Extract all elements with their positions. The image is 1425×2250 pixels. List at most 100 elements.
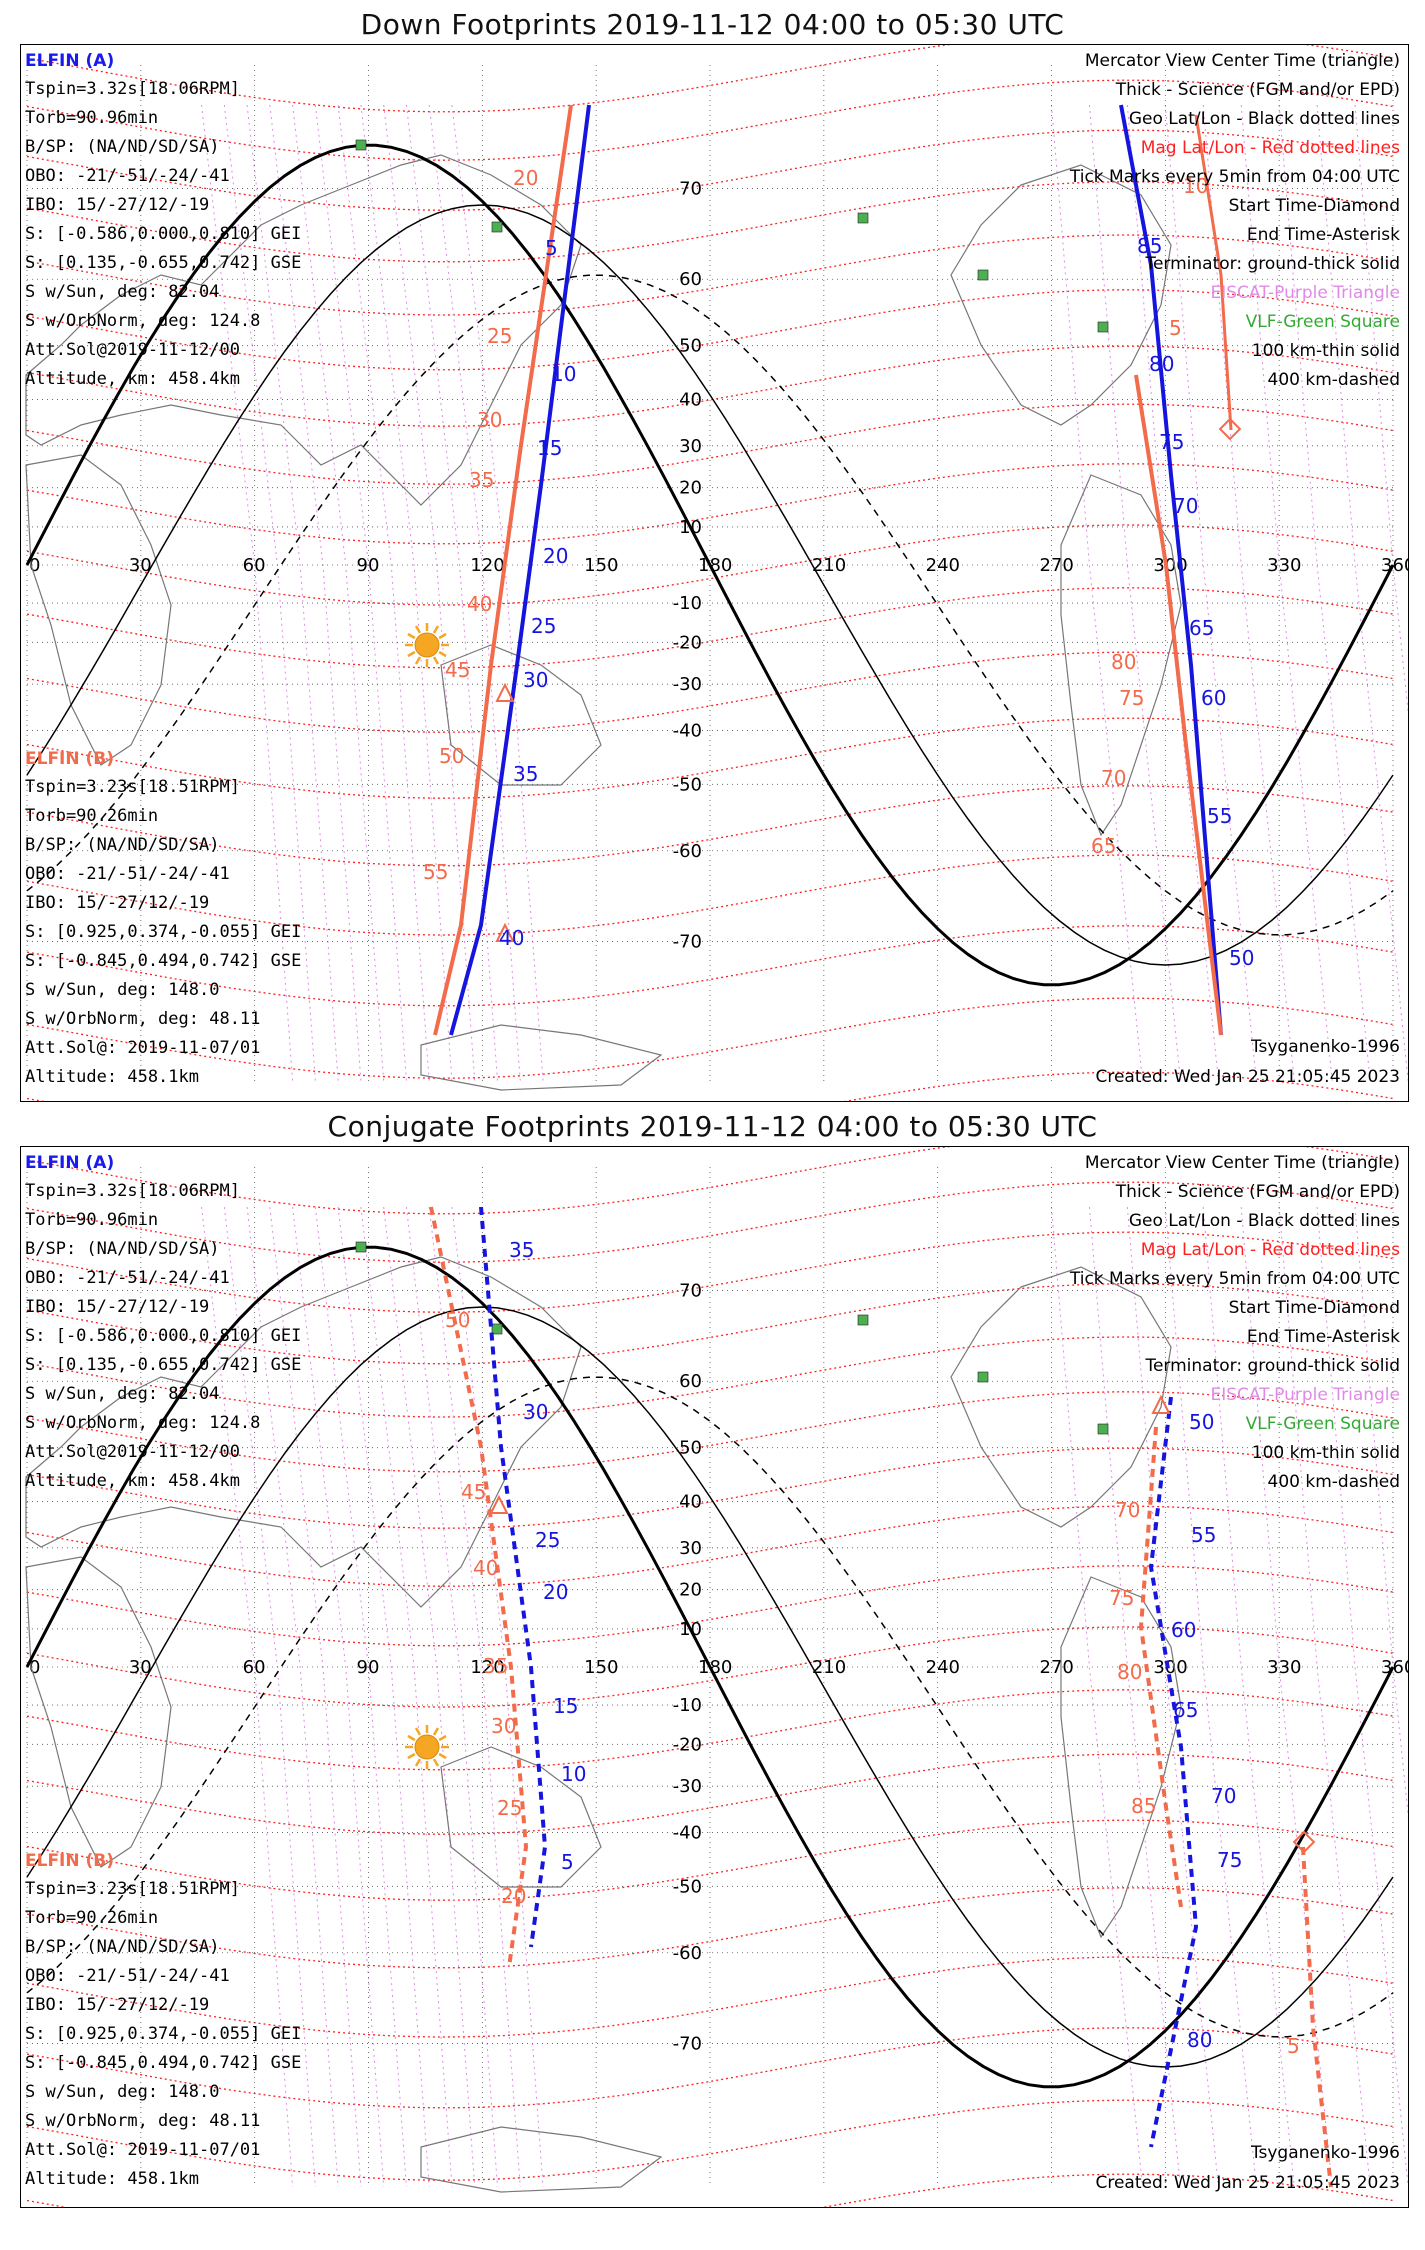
lon-tick-label: 330	[1267, 555, 1301, 576]
conjugate-footprints-map: 0306090120150180210240270300330360706050…	[20, 1146, 1409, 2208]
sun-icon	[405, 1725, 449, 1769]
lon-tick-label: 120	[470, 1657, 504, 1678]
elfin-a-track-west	[449, 104, 591, 1036]
info-line: S: [0.925,0.374,-0.055] GEI	[25, 922, 302, 942]
mag-lat-line	[26, 925, 1394, 1007]
elfin-b-tick-label: 55	[423, 860, 448, 884]
mag-meridian	[1126, 1206, 1219, 2188]
elfin-a-label: ELFIN (A)	[25, 51, 115, 71]
info-line: B/SP: (NA/ND/SD/SA)	[25, 1937, 220, 1957]
elfin-b-tick-label: 30	[491, 1714, 516, 1738]
mag-meridian	[1316, 1206, 1408, 2188]
sun-disc	[414, 1734, 440, 1760]
mag-lat-line	[26, 1505, 1394, 1587]
land-outline	[440, 1746, 602, 1888]
lon-tick-label: 90	[357, 1657, 380, 1678]
elfin-b-tick-label: 20	[501, 1884, 526, 1908]
info-line: B/SP: (NA/ND/SD/SA)	[25, 137, 220, 157]
elfin-a-tick-label: 40	[499, 926, 524, 950]
elfin-a-tick-label: 20	[543, 1580, 568, 1604]
lat-tick-label: 40	[679, 1491, 702, 1512]
info-line: S: [-0.845,0.494,0.742] GSE	[25, 2053, 302, 2073]
info-line: S w/Sun, deg: 82.04	[25, 1384, 220, 1404]
sun-ray	[407, 632, 416, 640]
mag-lat-line	[26, 1753, 1394, 1835]
legend-line: Start Time-Diamond	[1228, 196, 1400, 216]
mag-lat-line	[26, 587, 1394, 669]
elfin-b-track-west	[433, 104, 573, 1036]
elfin-a-tick-label: 70	[1211, 1784, 1236, 1808]
elfin-b-tick-label: 30	[477, 408, 502, 432]
mag-meridian	[383, 104, 476, 1082]
mag-lat-line	[26, 403, 1394, 485]
elfin-a-label: ELFIN (A)	[25, 1153, 115, 1173]
info-line: Att.Sol@2019-11-12/00	[25, 1442, 240, 1462]
mag-meridian	[246, 104, 339, 1082]
mag-meridian	[1164, 1206, 1257, 2188]
land-outline	[950, 164, 1172, 426]
info-line: IBO: 15/-27/12/-19	[25, 1995, 210, 2015]
vlf-station-square	[977, 1371, 989, 1383]
elfin-a-tick-label: 10	[551, 362, 576, 386]
elfin-b-tick-label: 65	[1091, 834, 1116, 858]
mag-meridian	[1354, 1206, 1408, 1819]
info-line: S: [-0.845,0.494,0.742] GSE	[25, 951, 302, 971]
elfin-b-tick-label: 45	[445, 658, 470, 682]
info-line: IBO: 15/-27/12/-19	[25, 195, 210, 215]
elfin-b-tick-label: 40	[473, 1556, 498, 1580]
mag-meridian	[428, 1206, 521, 2188]
elfin-b-tick-label: 70	[1101, 766, 1126, 790]
mag-lat-line	[26, 345, 1394, 427]
lat-tick-label: -70	[673, 932, 702, 953]
elfin-a-tick-label: 85	[1137, 234, 1162, 258]
info-line: S w/OrbNorm, deg: 124.8	[25, 311, 261, 331]
lat-tick-label: 60	[679, 1371, 702, 1392]
elfin-b-tick-label: 85	[1131, 1794, 1156, 1818]
center-triangle	[489, 1494, 509, 1514]
elfin-a-tick-label: 30	[523, 668, 548, 692]
lat-tick-label: -20	[673, 1734, 702, 1755]
elfin-a-tick-label: 55	[1191, 1523, 1216, 1547]
mag-lat-line	[26, 2099, 1394, 2181]
sun-ray	[438, 632, 447, 640]
elfin-b-tick-label: 5	[1169, 316, 1182, 340]
mag-meridian	[360, 1206, 453, 2188]
info-line: S: [-0.586,0.000,0.810] GEI	[25, 1326, 302, 1346]
legend-line: Mag Lat/Lon - Red dotted lines	[1140, 138, 1400, 158]
lat-tick-label: -20	[673, 632, 702, 653]
info-line: Altitude: 458.1km	[25, 2169, 199, 2189]
lon-tick-label: 240	[926, 1657, 960, 1678]
elfin-a-tick-label: 80	[1149, 352, 1174, 376]
elfin-b-tick-label: 20	[513, 166, 538, 190]
elfin-a-tick-label: 30	[523, 1400, 548, 1424]
info-line: Altitude, km: 458.4km	[25, 369, 240, 389]
center-triangle	[495, 922, 515, 942]
elfin-a-tick-label: 65	[1173, 1698, 1198, 1722]
sun-ray	[432, 1758, 440, 1767]
elfin-b-tick-label: 5	[1287, 2034, 1300, 2058]
elfin-a-tick-label: 50	[1189, 1410, 1214, 1434]
elfin-a-track-east	[1119, 104, 1223, 1036]
elfin-a-tick-label: 35	[513, 762, 538, 786]
elfin-a-tick-label: 15	[553, 1694, 578, 1718]
legend-line: Geo Lat/Lon - Black dotted lines	[1128, 109, 1400, 129]
mag-lat-line	[26, 1283, 1394, 1365]
elfin-a-tick-label: 50	[1229, 946, 1254, 970]
lon-tick-label: 90	[357, 555, 380, 576]
mag-meridian	[292, 1206, 385, 2188]
lat-tick-label: 70	[679, 1280, 702, 1301]
land-outline	[1060, 474, 1182, 837]
elfin-b-label: ELFIN (B)	[25, 1851, 115, 1871]
elfin-b-track-east	[1134, 374, 1223, 1036]
lat-tick-label: 70	[679, 178, 702, 199]
lon-tick-label: 150	[584, 555, 618, 576]
vlf-station-square	[355, 1241, 367, 1253]
mag-lat-line	[26, 45, 1394, 113]
elfin-a-tick-label: 5	[545, 236, 558, 260]
legend-line: VLF-Green Square	[1245, 312, 1400, 332]
sun-icon	[405, 623, 449, 667]
info-line: B/SP: (NA/ND/SD/SA)	[25, 835, 220, 855]
elfin-b-track-east	[1138, 1426, 1183, 1908]
vlf-station-square	[491, 221, 503, 233]
center-triangle	[495, 682, 515, 702]
